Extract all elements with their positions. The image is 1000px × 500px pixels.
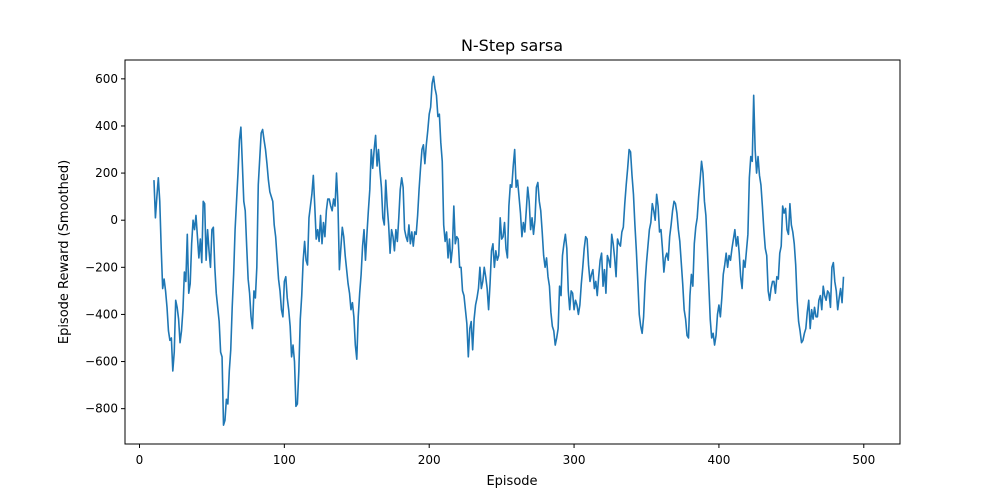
y-axis-ticks: −800 −600 −400 −200 0 200 400 600 bbox=[85, 72, 125, 416]
y-axis-label: Episode Reward (Smoothed) bbox=[57, 160, 72, 344]
x-tick-label: 400 bbox=[707, 453, 730, 467]
y-tick-label: −600 bbox=[85, 355, 118, 369]
series-layer bbox=[153, 75, 845, 426]
y-tick-label: −800 bbox=[85, 402, 118, 416]
y-tick-label: 600 bbox=[95, 72, 118, 86]
x-axis-ticks: 0 100 200 300 400 500 bbox=[136, 444, 875, 467]
x-tick-label: 300 bbox=[563, 453, 586, 467]
x-tick-label: 500 bbox=[852, 453, 875, 467]
x-tick-label: 100 bbox=[273, 453, 296, 467]
y-tick-label: 0 bbox=[110, 213, 118, 227]
y-tick-label: 200 bbox=[95, 166, 118, 180]
y-tick-label: 400 bbox=[95, 119, 118, 133]
x-tick-label: 200 bbox=[418, 453, 441, 467]
series-line bbox=[153, 75, 845, 426]
chart-title: N-Step sarsa bbox=[461, 36, 563, 55]
x-axis-label: Episode bbox=[486, 474, 537, 489]
y-tick-label: −200 bbox=[85, 260, 118, 274]
y-tick-label: −400 bbox=[85, 307, 118, 321]
x-tick-label: 0 bbox=[136, 453, 144, 467]
plot-frame bbox=[124, 59, 901, 445]
